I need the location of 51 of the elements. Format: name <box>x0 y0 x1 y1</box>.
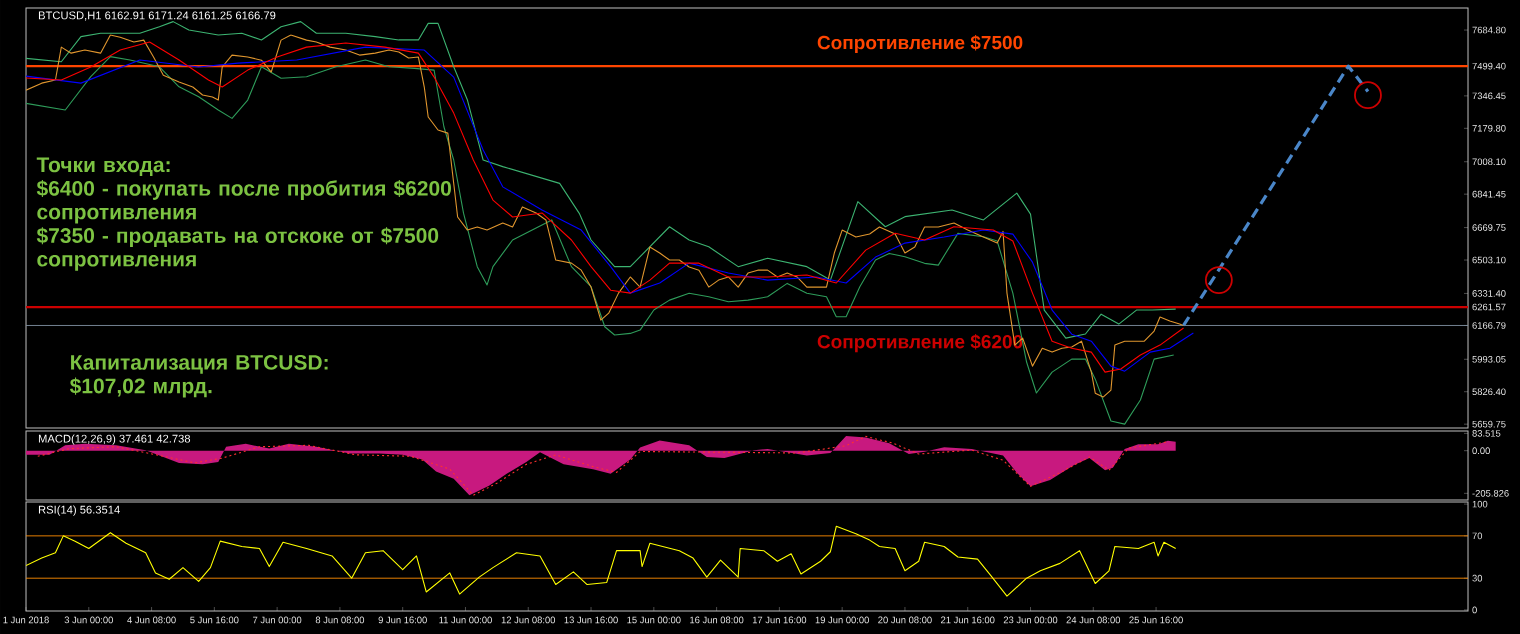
y-tick-label: 6841.45 <box>1472 190 1506 198</box>
annotation: $7350 - продавать на отскоке от $7500 сопротивления <box>36 227 439 271</box>
x-tick-label: 7 Jun 00:00 <box>253 616 302 624</box>
x-tick-label: 17 Jun 16:00 <box>752 616 807 624</box>
y-tick-label: 7179.80 <box>1472 125 1506 132</box>
y-tick-label: 0.00 <box>1472 447 1490 455</box>
y-tick-label: 6261.57 <box>1472 303 1506 311</box>
chart-title: RSI(14) 56.3514 <box>38 505 120 516</box>
y-tick-label: 7346.45 <box>1472 92 1506 100</box>
x-tick-label: 20 Jun 08:00 <box>878 616 932 624</box>
x-tick-label: 11 Jun 00:00 <box>439 616 492 624</box>
ref-line-label: Сопротивление $6200 <box>817 334 1023 353</box>
y-tick-label: 70 <box>1472 532 1483 540</box>
y-tick-label: 83.515 <box>1472 430 1501 437</box>
y-tick-label: 100 <box>1472 500 1488 508</box>
y-tick-label: 30 <box>1472 574 1483 582</box>
y-tick-label: -205.826 <box>1472 490 1509 497</box>
x-tick-label: 3 Jun 00:00 <box>64 616 113 624</box>
y-tick-label: 5659.75 <box>1472 420 1506 428</box>
x-tick-label: 9 Jun 16:00 <box>378 616 427 624</box>
x-tick-label: 15 Jun 00:00 <box>627 616 681 624</box>
x-tick-label: 19 Jun 00:00 <box>815 616 869 624</box>
annotation: $107,02 млрд. <box>69 377 212 398</box>
x-tick-label: 24 Jun 08:00 <box>1066 616 1121 624</box>
chart-title: MACD(12,26,9) 37.461 42.738 <box>38 434 191 445</box>
x-tick-label: 23 Jun 00:00 <box>1003 616 1058 624</box>
x-tick-label: 8 Jun 08:00 <box>315 616 365 624</box>
annotation: Капитализация BTCUSD: <box>71 354 328 374</box>
x-tick-label: 12 Jun 08:00 <box>501 616 556 624</box>
y-tick-label: 6166.79 <box>1472 322 1506 329</box>
line-series <box>26 525 1177 597</box>
y-tick-label: 7499.40 <box>1472 62 1506 70</box>
y-tick-label: 7684.80 <box>1472 26 1506 34</box>
x-tick-label: 25 Jun 16:00 <box>1129 616 1183 624</box>
y-tick-label: 0 <box>1472 606 1477 614</box>
chart-title: BTCUSD,H1 6162.91 6171.24 6161.25 6166.79 <box>38 11 276 21</box>
y-tick-label: 6669.75 <box>1472 224 1506 231</box>
x-tick-label: 5 Jun 16:00 <box>190 616 239 624</box>
y-tick-label: 7008.10 <box>1472 158 1506 166</box>
y-tick-label: 5826.40 <box>1472 388 1506 396</box>
x-tick-label: 1 Jun 2018 <box>3 616 49 624</box>
y-tick-label: 6331.40 <box>1472 290 1506 297</box>
x-tick-label: 4 Jun 08:00 <box>127 616 176 624</box>
y-tick-label: 6503.10 <box>1472 256 1506 264</box>
y-tick-label: 5993.05 <box>1472 355 1506 363</box>
annotation: $6400 - покупать после пробития $6200 сопротивления <box>36 179 451 224</box>
x-tick-label: 21 Jun 16:00 <box>941 616 995 624</box>
annotation: Точки входа: <box>36 157 170 177</box>
x-tick-label: 13 Jun 16:00 <box>564 616 618 624</box>
ref-line-label: Сопротивление $7500 <box>817 34 1023 54</box>
x-tick-label: 16 Jun 08:00 <box>690 616 744 624</box>
